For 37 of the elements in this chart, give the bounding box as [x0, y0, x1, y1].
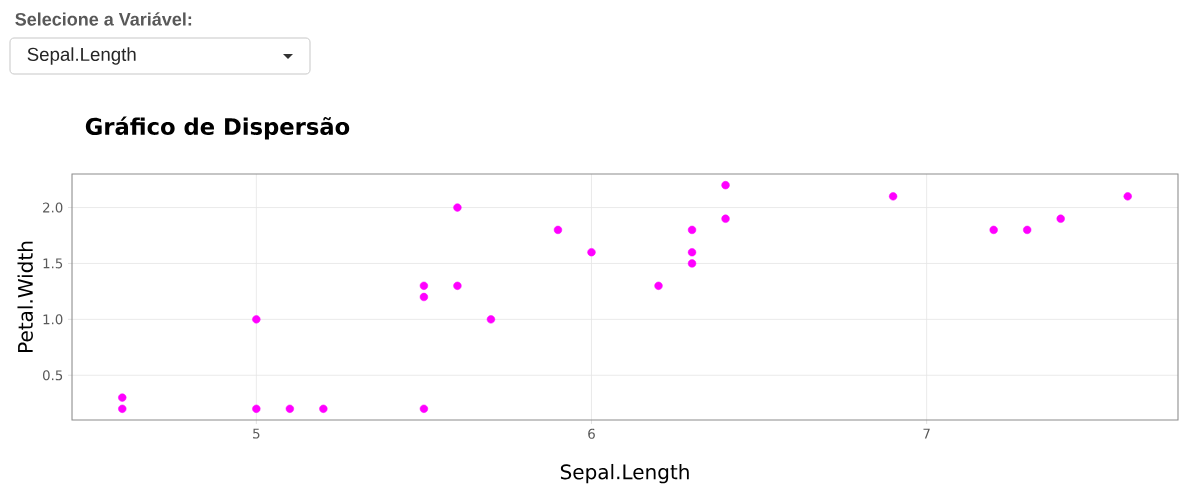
point [888, 192, 898, 201]
point [319, 404, 328, 413]
point [419, 292, 429, 302]
point [1056, 214, 1065, 223]
point [1023, 225, 1032, 235]
point [453, 281, 462, 290]
y-tick-label: 0.5 [42, 370, 63, 381]
point [252, 315, 261, 324]
point [989, 225, 998, 235]
point [687, 225, 697, 235]
point [654, 281, 663, 290]
point [687, 248, 697, 257]
point [587, 248, 596, 257]
y-tick-label: 1.5 [43, 258, 63, 269]
x-axis-title: Sepal.Length [560, 463, 689, 484]
point [453, 203, 462, 212]
point [252, 404, 261, 413]
point [486, 315, 496, 324]
point [118, 404, 127, 413]
y-tick-label: 2.0 [43, 202, 63, 213]
point [1123, 192, 1132, 201]
point [118, 393, 127, 402]
point [721, 214, 730, 223]
x-tick-label: 6 [588, 428, 595, 439]
point [419, 404, 429, 413]
x-tick-label: 5 [253, 428, 260, 439]
point [419, 281, 429, 290]
point [285, 404, 294, 413]
x-tick-label: 7 [923, 428, 930, 439]
y-axis-title: Petal.Width [17, 241, 33, 352]
text: Sepal.Length [27, 47, 136, 65]
chart-title: Gráfico de Dispersão [85, 116, 350, 140]
point [721, 181, 730, 190]
point [553, 225, 563, 235]
point [687, 259, 697, 268]
y-tick-label: 1.0 [43, 314, 63, 325]
text: Selecione a Variável: [15, 12, 192, 26]
